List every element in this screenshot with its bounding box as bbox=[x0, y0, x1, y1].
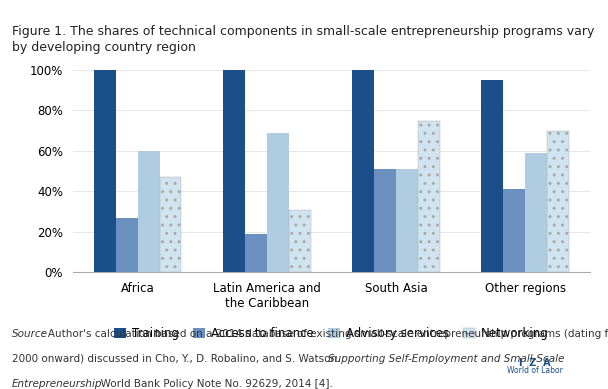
Text: Source: Source bbox=[12, 329, 48, 339]
Bar bbox=[503, 189, 525, 272]
Bar bbox=[525, 153, 547, 272]
Bar bbox=[481, 80, 503, 272]
Text: Entrepreneurship: Entrepreneurship bbox=[12, 379, 103, 389]
Bar bbox=[223, 70, 245, 272]
Text: . World Bank Policy Note No. 92629, 2014 [4].: . World Bank Policy Note No. 92629, 2014… bbox=[94, 379, 333, 389]
Bar bbox=[352, 70, 374, 272]
Bar bbox=[547, 131, 569, 272]
Legend: Training, Access to finance, Advisory services, Networking: Training, Access to finance, Advisory se… bbox=[109, 323, 553, 345]
Bar bbox=[418, 121, 440, 272]
Bar bbox=[137, 151, 159, 272]
Bar bbox=[159, 177, 181, 272]
Text: I  Z  A: I Z A bbox=[519, 357, 551, 368]
Bar bbox=[396, 169, 418, 272]
Bar bbox=[245, 234, 267, 272]
Text: : Author's calculation based on a 2014 database of existing small-scale entrepre: : Author's calculation based on a 2014 d… bbox=[41, 329, 608, 339]
Bar bbox=[94, 70, 116, 272]
Bar bbox=[116, 218, 137, 272]
Bar bbox=[289, 210, 311, 272]
Text: 2000 onward) discussed in Cho, Y., D. Robalino, and S. Watson.: 2000 onward) discussed in Cho, Y., D. Ro… bbox=[12, 354, 344, 364]
Text: World of Labor: World of Labor bbox=[507, 366, 563, 375]
Text: by developing country region: by developing country region bbox=[12, 41, 196, 54]
Text: Figure 1. The shares of technical components in small-scale entrepreneurship pro: Figure 1. The shares of technical compon… bbox=[12, 25, 595, 38]
Bar bbox=[267, 133, 289, 272]
Text: Supporting Self-Employment and Small-Scale: Supporting Self-Employment and Small-Sca… bbox=[328, 354, 565, 364]
Bar bbox=[374, 169, 396, 272]
